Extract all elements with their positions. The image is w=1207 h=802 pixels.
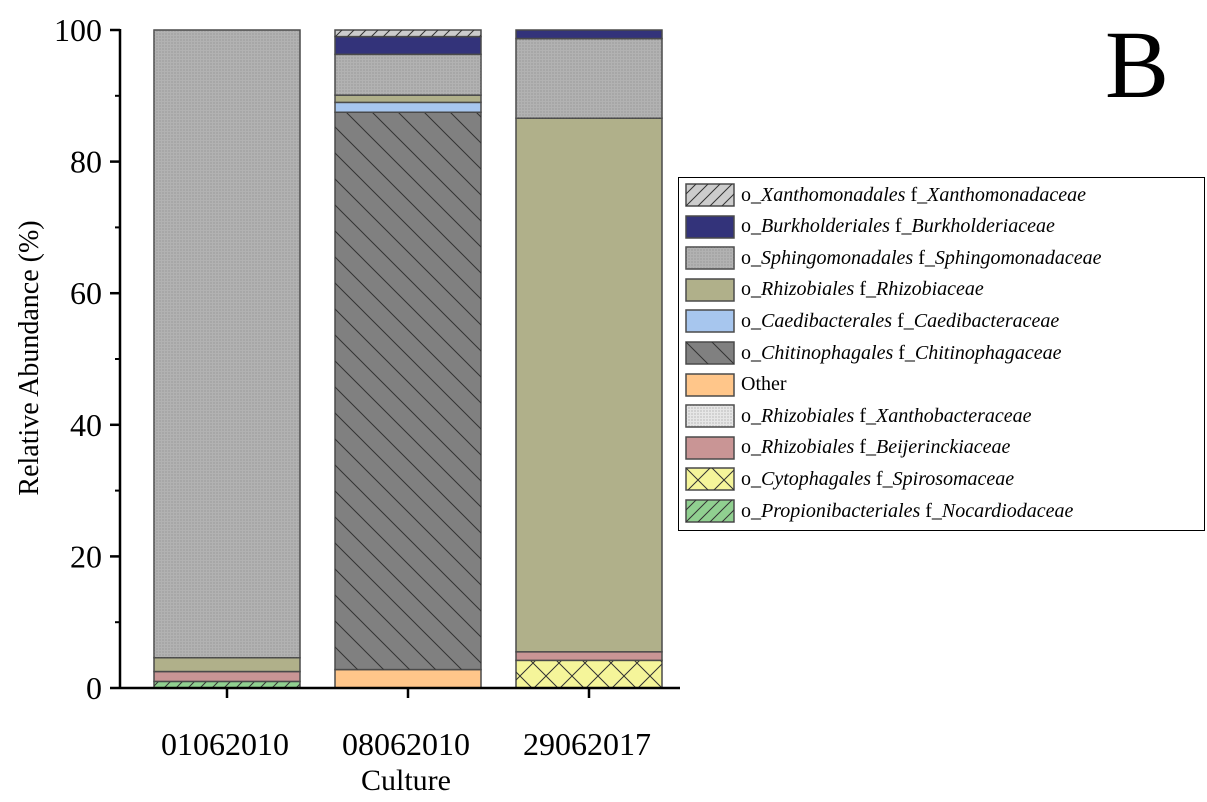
legend-label: o_Caedibacterales f_Caedibacteraceae	[741, 309, 1060, 332]
x-tick-label: 29062017	[523, 726, 651, 762]
legend-label: o_Rhizobiales f_Beijerinckiaceae	[741, 436, 1011, 459]
legend-swatch	[685, 436, 735, 460]
x-tick-label: 08062010	[342, 726, 470, 762]
legend-label: o_Cytophagales f_Spirosomaceae	[741, 467, 1015, 490]
bar-segment	[334, 111, 482, 671]
bar-segment	[515, 37, 663, 119]
legend-item: o_Cytophagales f_Spirosomaceae	[685, 466, 1014, 492]
bar-segment	[515, 659, 663, 689]
x-tick-label: 01062010	[161, 726, 289, 762]
legend-label: o_Propionibacteriales f_Nocardiodaceae	[741, 499, 1074, 522]
legend-item: o_Xanthomonadales f_Xanthomonadaceae	[685, 182, 1086, 208]
bars-layer	[153, 29, 663, 689]
legend-item: o_Burkholderiales f_Burkholderiaceae	[685, 214, 1055, 240]
legend-swatch	[685, 404, 735, 428]
legend-label: o_Xanthomonadales f_Xanthomonadaceae	[741, 183, 1086, 206]
legend-swatch	[685, 372, 735, 397]
bar-segment	[334, 94, 482, 104]
y-tick-label: 80	[70, 144, 102, 180]
legend-label: o_Chitinophagales f_Chitinophagaceae	[741, 341, 1062, 364]
y-tick-label: 0	[86, 670, 102, 706]
bar-segment	[334, 29, 482, 38]
legend-label: o_Burkholderiales f_Burkholderiaceae	[741, 215, 1055, 238]
legend-item: o_Rhizobiales f_Beijerinckiaceae	[685, 435, 1010, 461]
legend-swatch	[685, 278, 735, 302]
legend-swatch	[685, 246, 735, 270]
legend-label: o_Rhizobiales f_Rhizobiaceae	[741, 278, 984, 301]
legend-item: o_Rhizobiales f_Rhizobiaceae	[685, 277, 984, 303]
bar-segment	[153, 656, 301, 673]
bar-segment	[515, 651, 663, 662]
y-tick-label: 100	[54, 12, 102, 48]
legend-label: o_Rhizobiales f_Xanthobacteraceae	[741, 404, 1032, 427]
legend-swatch	[685, 183, 735, 207]
bar-segment	[153, 670, 301, 683]
bar-segment	[334, 35, 482, 56]
legend-item: Other	[685, 372, 787, 398]
bar-segment	[334, 668, 482, 689]
legend-swatch	[685, 467, 735, 492]
axes-layer: 0 20 40 60 80 100 01062010 08062010 29062017	[54, 12, 680, 762]
bar-segment	[334, 101, 482, 113]
legend-label: Other	[741, 373, 787, 396]
bar-segment	[153, 29, 301, 659]
legend-swatch	[685, 341, 735, 365]
legend-item: o_Propionibacteriales f_Nocardiodaceae	[685, 498, 1073, 524]
bar-segment	[515, 117, 663, 653]
bar-segment	[334, 53, 482, 96]
y-tick-label: 20	[70, 538, 102, 574]
legend-item: o_Chitinophagales f_Chitinophagaceae	[685, 340, 1062, 366]
y-tick-label: 40	[70, 407, 102, 443]
legend-item: o_Caedibacterales f_Caedibacteraceae	[685, 308, 1059, 334]
panel-label: B	[1105, 11, 1170, 118]
legend-item: o_Rhizobiales f_Xanthobacteraceae	[685, 403, 1032, 429]
y-axis-title: Relative Abundance (%)	[14, 220, 45, 495]
legend-label: o_Sphingomonadales f_Sphingomonadaceae	[741, 246, 1102, 269]
legend-swatch	[685, 214, 735, 239]
legend-swatch	[685, 499, 735, 523]
bar-segment	[515, 29, 663, 40]
legend-item: o_Sphingomonadales f_Sphingomonadaceae	[685, 245, 1102, 271]
chart-legend: o_Xanthomonadales f_Xanthomonadaceae o_Bu…	[678, 177, 1205, 531]
y-tick-label: 60	[70, 275, 102, 311]
legend-swatch	[685, 309, 735, 334]
x-axis-title: Culture	[361, 764, 451, 797]
